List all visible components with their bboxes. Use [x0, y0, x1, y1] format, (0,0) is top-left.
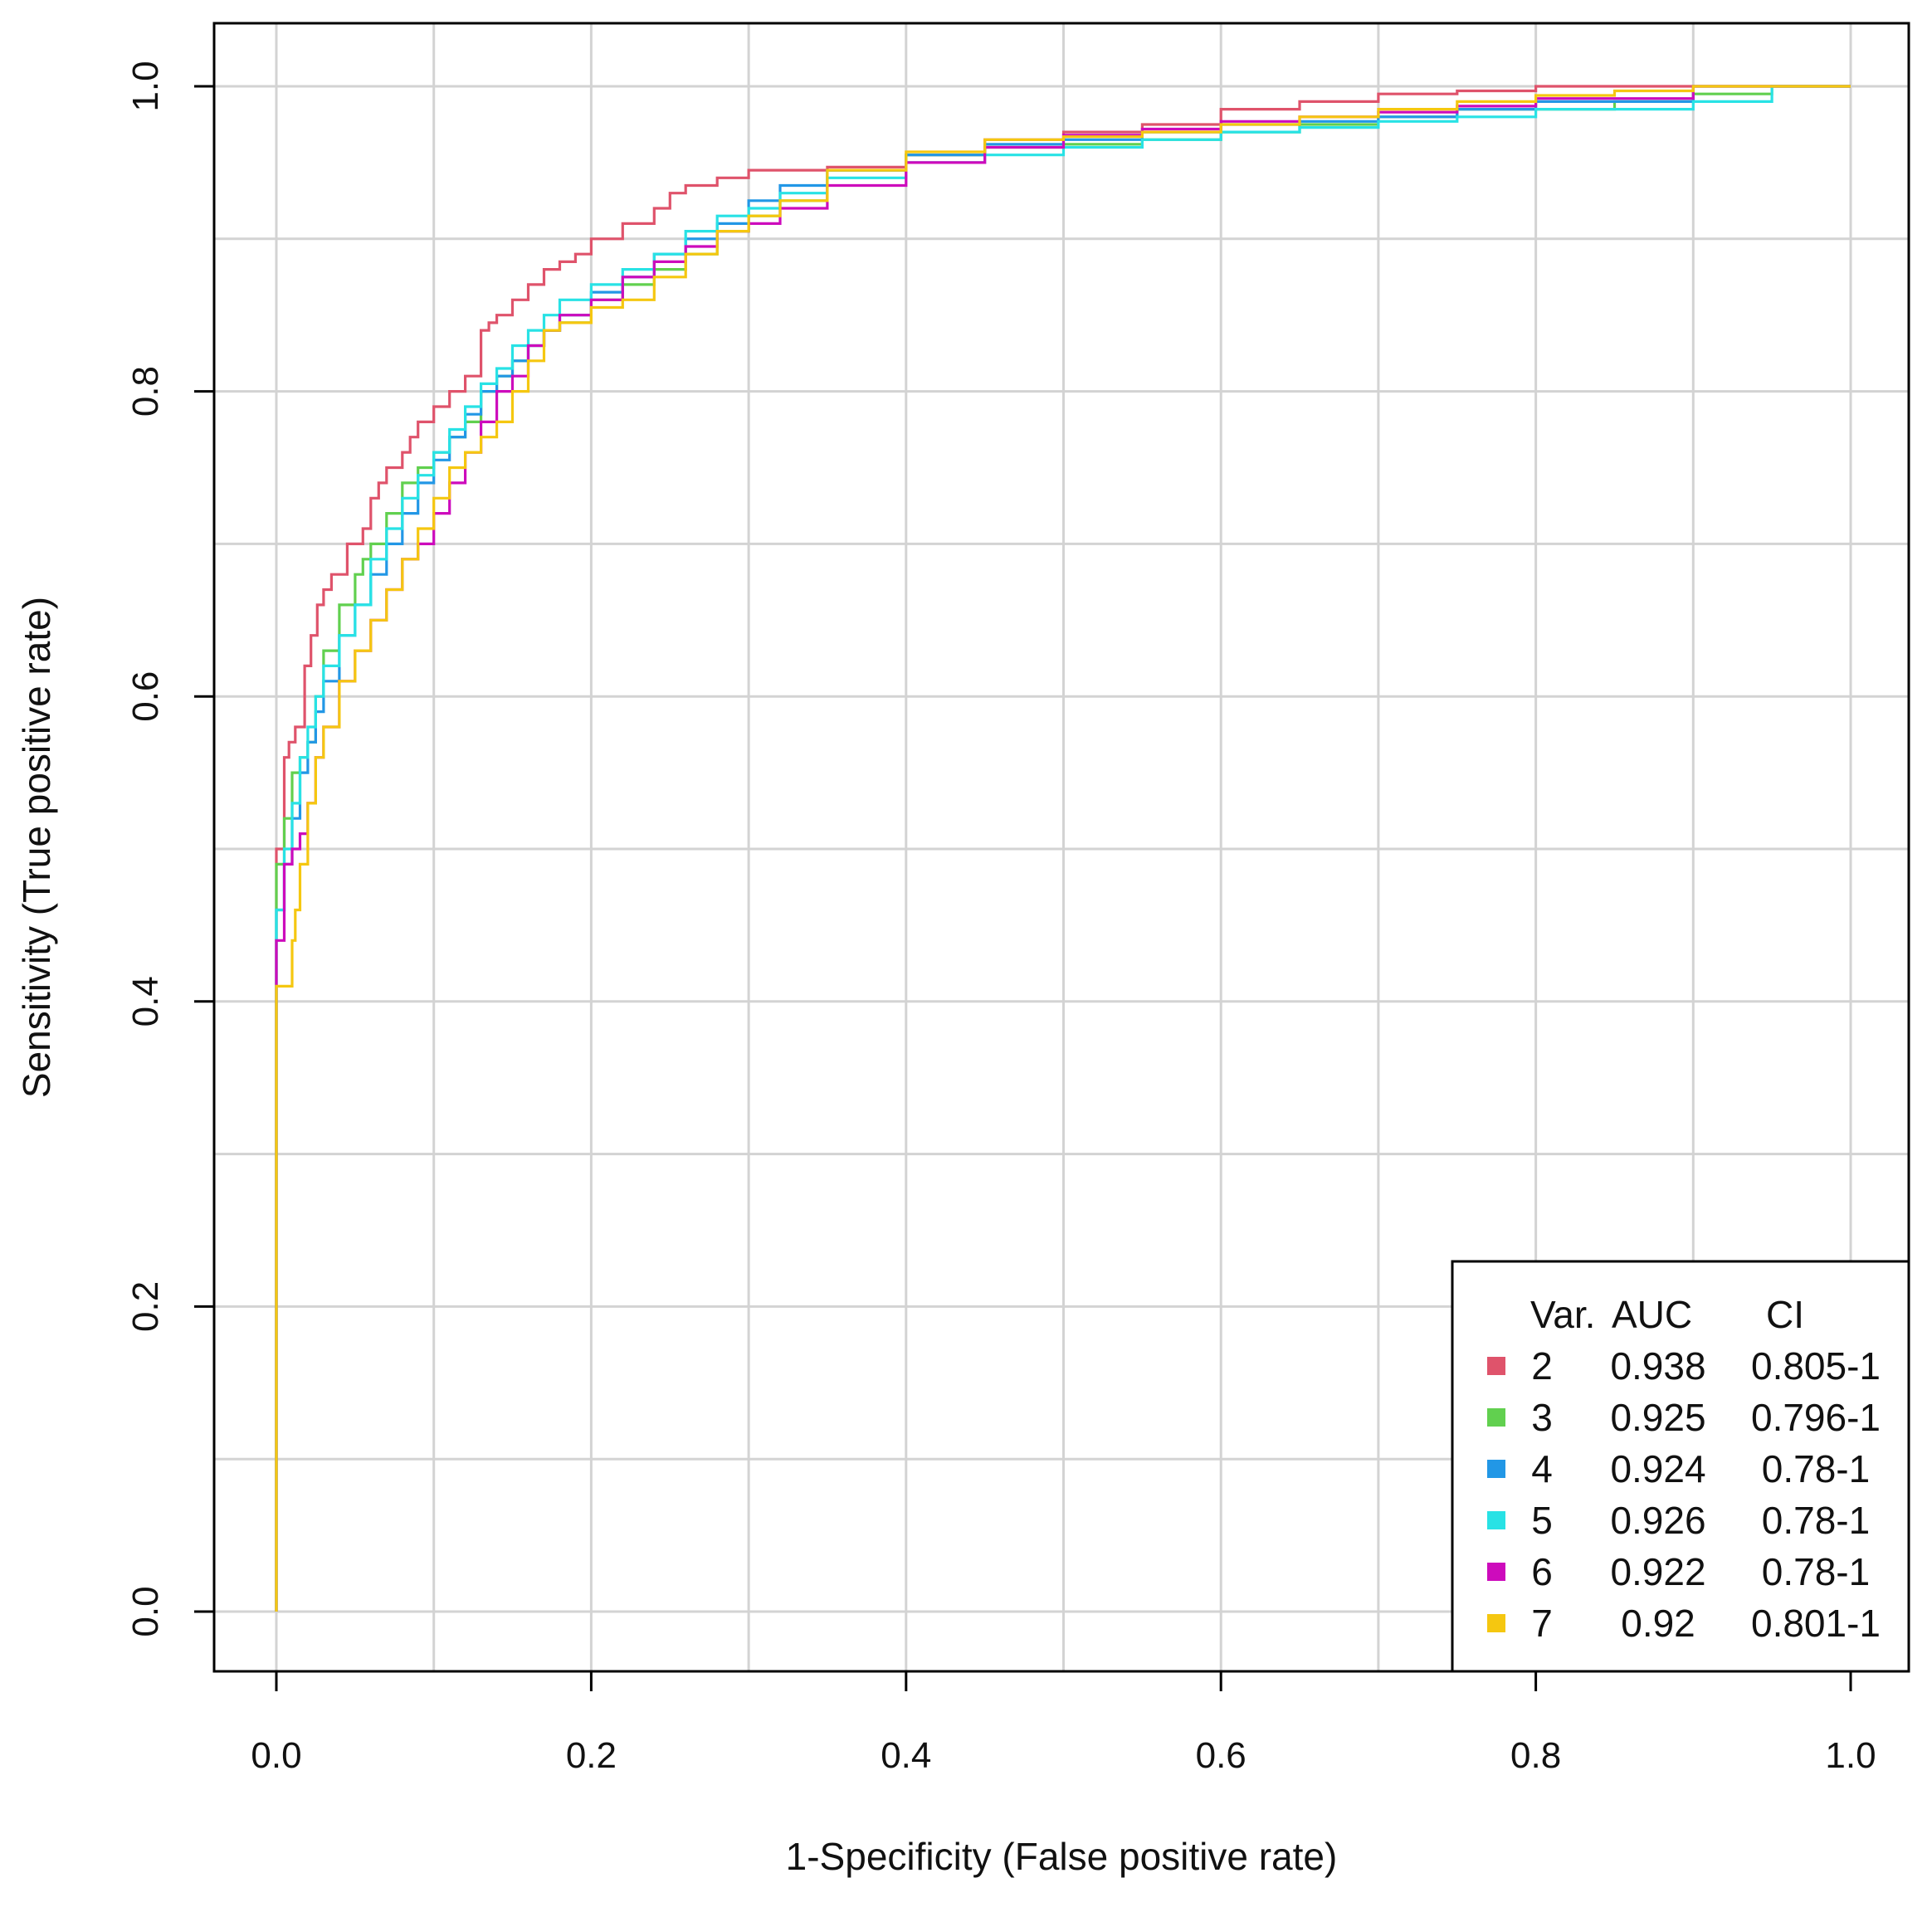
legend-header-var: Var. — [1530, 1293, 1595, 1336]
legend-ci: 0.78-1 — [1762, 1447, 1870, 1490]
legend-auc: 0.92 — [1621, 1602, 1695, 1645]
y-tick-label: 0.0 — [125, 1586, 166, 1636]
legend-var: 5 — [1531, 1499, 1553, 1542]
y-tick-label: 1.0 — [125, 61, 166, 111]
x-tick-label: 0.8 — [1510, 1735, 1561, 1776]
y-tick-label: 0.8 — [125, 366, 166, 417]
y-tick-label: 0.2 — [125, 1281, 166, 1332]
legend-ci: 0.78-1 — [1762, 1550, 1870, 1593]
legend-auc: 0.925 — [1610, 1396, 1705, 1439]
legend-swatch-var-6 — [1487, 1563, 1505, 1581]
x-tick-label: 0.6 — [1196, 1735, 1247, 1776]
legend-box — [1451, 1260, 1910, 1673]
y-tick-label: 0.6 — [125, 671, 166, 722]
legend-auc: 0.926 — [1610, 1499, 1705, 1542]
legend: Var. AUC CI 2 0.938 0.805-13 0.925 0.796-14 0… — [1451, 1260, 1910, 1673]
legend-var: 6 — [1531, 1550, 1553, 1593]
x-tick-label: 1.0 — [1825, 1735, 1876, 1776]
legend-swatch-var-2 — [1487, 1357, 1505, 1375]
legend-var: 4 — [1531, 1447, 1553, 1490]
legend-header-auc: AUC — [1612, 1293, 1692, 1336]
x-axis-title: 1-Specificity (False positive rate) — [786, 1835, 1338, 1878]
roc-curve-var-5 — [275, 85, 1851, 1612]
legend-auc: 0.938 — [1610, 1344, 1705, 1388]
legend-var: 3 — [1531, 1396, 1553, 1439]
legend-header-ci: CI — [1766, 1293, 1804, 1336]
roc-curve-var-7 — [275, 85, 1851, 1612]
legend-swatch-var-4 — [1487, 1460, 1505, 1478]
legend-swatch-var-5 — [1487, 1511, 1505, 1529]
legend-ci: 0.78-1 — [1762, 1499, 1870, 1542]
legend-swatch-var-7 — [1487, 1614, 1505, 1632]
legend-rows: 2 0.938 0.805-1 3 0.925 0.796-1 4 0.924 0.78-1 5 0… — [1487, 1344, 1881, 1645]
series-layer — [275, 85, 1851, 1612]
y-axis: 0.0 0.2 0.4 0.6 0.8 1.0 — [125, 61, 216, 1637]
legend-swatch-var-3 — [1487, 1408, 1505, 1427]
x-tick-label: 0.4 — [881, 1735, 931, 1776]
x-tick-label: 0.2 — [566, 1735, 617, 1776]
x-tick-label: 0.0 — [251, 1735, 301, 1776]
legend-auc: 0.922 — [1610, 1550, 1705, 1593]
legend-var: 7 — [1531, 1602, 1553, 1645]
legend-ci: 0.805-1 — [1751, 1344, 1881, 1388]
legend-ci: 0.796-1 — [1751, 1396, 1881, 1439]
legend-ci: 0.801-1 — [1751, 1602, 1881, 1645]
y-axis-title: Sensitivity (True positive rate) — [15, 597, 58, 1098]
x-axis: 0.0 0.2 0.4 0.6 0.8 1.0 — [251, 1670, 1876, 1776]
legend-auc: 0.924 — [1610, 1447, 1705, 1490]
legend-var: 2 — [1531, 1344, 1553, 1388]
y-tick-label: 0.4 — [125, 976, 166, 1027]
